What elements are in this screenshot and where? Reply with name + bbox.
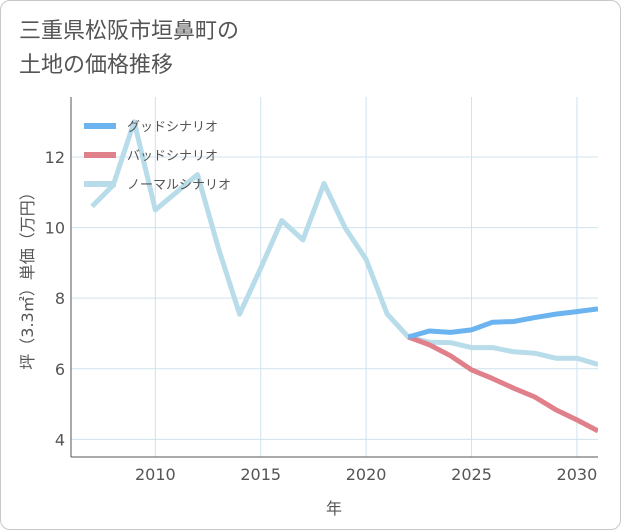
x-tick-label: 2015 — [240, 465, 281, 484]
x-axis-label: 年 — [326, 499, 342, 518]
x-tick-label: 2025 — [451, 465, 492, 484]
series-lines — [90, 119, 598, 434]
y-tick-label: 8 — [55, 289, 65, 308]
chart-title-line2: 土地の価格推移 — [19, 53, 174, 78]
y-tick-label: 4 — [55, 430, 65, 449]
series-line-0 — [407, 306, 598, 340]
series-line-1 — [407, 334, 598, 434]
x-tick-label: 2030 — [557, 465, 598, 484]
series-line-2 — [90, 119, 598, 367]
y-tick-label: 6 — [55, 360, 65, 379]
y-tick-label: 10 — [45, 219, 65, 238]
x-tick-label: 2010 — [135, 465, 176, 484]
legend-label: ノーマルシナリオ — [127, 178, 231, 193]
axes: 2010 2015 2020 2025 2030 4 6 8 10 12 — [45, 97, 598, 484]
chart-title: 三重県松阪市垣鼻町の 土地の価格推移 — [19, 15, 239, 83]
chart-title-line1: 三重県松阪市垣鼻町の — [19, 19, 240, 44]
x-tick-label: 2020 — [346, 465, 387, 484]
y-axis-label: 坪（3.3㎡）単価（万円） — [18, 184, 37, 369]
legend-label: グッドシナリオ — [127, 120, 218, 135]
grid-lines — [71, 97, 598, 457]
legend-label: バッドシナリオ — [127, 149, 218, 164]
y-tick-label: 12 — [45, 148, 65, 167]
